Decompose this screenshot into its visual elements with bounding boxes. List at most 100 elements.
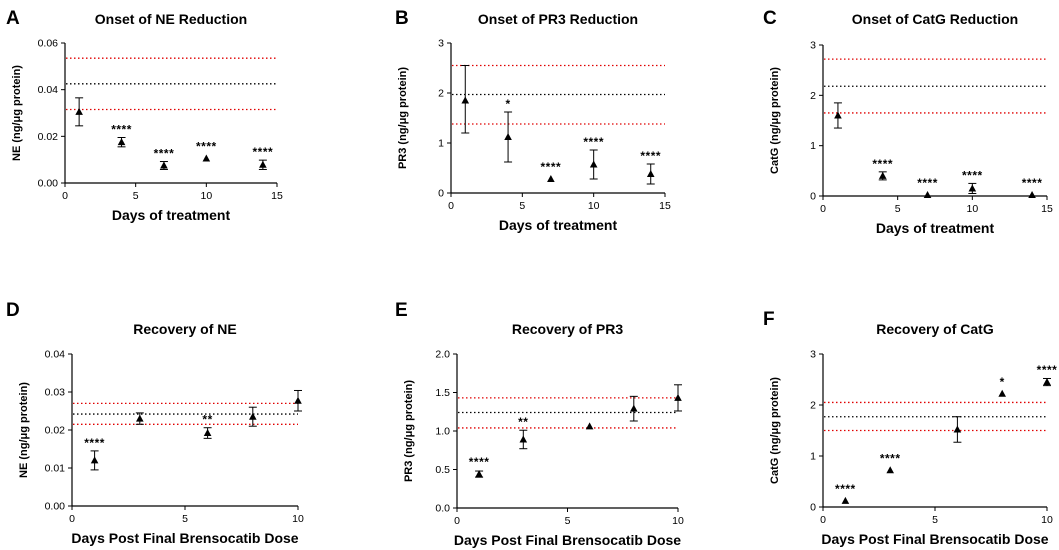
significance-label: **** — [541, 160, 562, 174]
data-point — [953, 425, 962, 433]
data-point — [249, 412, 257, 420]
x-axis-label: Days of treatment — [876, 220, 995, 236]
y-tick-label: 0.0 — [435, 503, 450, 515]
x-tick-label: 0 — [62, 190, 68, 202]
data-point — [259, 160, 267, 168]
data-point — [589, 160, 598, 168]
chart-title: Onset of NE Reduction — [95, 11, 247, 27]
y-tick-label: 0.5 — [435, 464, 450, 476]
x-tick-label: 0 — [820, 514, 826, 526]
y-tick-label: 3 — [438, 38, 444, 50]
significance-label: **** — [469, 455, 490, 469]
x-axis-label: Days of treatment — [499, 217, 618, 233]
y-tick-label: 0.00 — [45, 501, 66, 513]
y-tick-label: 0.02 — [38, 131, 59, 143]
y-tick-label: 1 — [810, 140, 816, 152]
y-tick-label: 0.02 — [45, 425, 66, 437]
panel-E: E Recovery of PR3 0.0 0.5 1.0 1.5 2.0 0 5 10 Days … — [395, 300, 684, 548]
data-point — [475, 470, 483, 478]
y-tick-label: 0 — [438, 188, 444, 200]
panel-label: A — [6, 8, 20, 29]
x-tick-label: 15 — [1041, 203, 1053, 215]
data-point — [203, 429, 212, 437]
y-axis-label: CatG (ng/μg protein) — [769, 67, 781, 174]
x-tick-label: 0 — [448, 200, 454, 212]
x-tick-label: 5 — [519, 200, 525, 212]
x-tick-label: 5 — [133, 190, 139, 202]
x-axis-label: Days of treatment — [112, 207, 231, 223]
y-tick-label: 2 — [438, 88, 444, 100]
x-tick-label: 0 — [69, 513, 75, 525]
significance-label: **** — [1037, 363, 1058, 377]
chart-title: Recovery of NE — [133, 321, 236, 337]
x-tick-label: 0 — [820, 203, 826, 215]
x-tick-label: 10 — [292, 513, 304, 525]
y-tick-label: 0.03 — [45, 387, 66, 399]
y-tick-label: 1.5 — [435, 387, 450, 399]
data-point — [294, 396, 302, 404]
significance-label: * — [1000, 375, 1005, 389]
y-axis-label: NE (ng/μg protein) — [11, 65, 23, 161]
significance-label: ** — [202, 413, 212, 427]
x-tick-label: 10 — [200, 190, 212, 202]
x-tick-label: 10 — [672, 515, 684, 527]
data-point — [841, 496, 850, 504]
data-point — [117, 138, 126, 146]
panel-F: F Recovery of CatG 0 1 2 3 0 5 10 Days Post Final… — [763, 309, 1057, 547]
significance-label: **** — [962, 168, 983, 182]
significance-label: **** — [84, 436, 105, 450]
data-point — [519, 435, 528, 443]
panel-B: B Onset of PR3 Reduction 0 1 2 3 0 5 10 15 Days of… — [395, 8, 671, 233]
x-tick-label: 5 — [565, 515, 571, 527]
panel-label: C — [763, 8, 777, 29]
x-tick-label: 0 — [454, 515, 460, 527]
x-tick-label: 10 — [966, 203, 978, 215]
y-tick-label: 0.04 — [45, 349, 66, 361]
panel-label: E — [395, 300, 408, 321]
x-axis-label: Days Post Final Brensocatib Dose — [71, 530, 298, 546]
y-axis-label: PR3 (ng/μg protein) — [403, 380, 415, 482]
significance-label: **** — [196, 140, 217, 154]
data-point — [547, 175, 555, 182]
significance-label: **** — [872, 157, 893, 171]
significance-label: **** — [583, 135, 604, 149]
chart-title: Onset of CatG Reduction — [852, 11, 1018, 27]
y-tick-label: 2 — [810, 400, 816, 412]
x-tick-label: 5 — [895, 203, 901, 215]
y-tick-label: 0.00 — [38, 178, 59, 190]
panel-label: B — [395, 8, 409, 29]
y-axis-label: PR3 (ng/μg protein) — [397, 67, 409, 169]
x-tick-label: 10 — [1041, 514, 1053, 526]
data-point — [585, 422, 594, 430]
panel-C: C Onset of CatG Reduction 0 1 2 3 0 5 10 15 Days o… — [763, 8, 1053, 236]
data-point — [674, 393, 682, 401]
significance-label: **** — [111, 123, 132, 137]
y-tick-label: 1 — [810, 451, 816, 463]
y-axis-label: CatG (ng/μg protein) — [769, 377, 781, 484]
y-tick-label: 2.0 — [435, 349, 450, 361]
data-point — [886, 466, 894, 474]
significance-label: **** — [835, 482, 856, 496]
significance-label: **** — [917, 176, 938, 190]
data-point — [202, 154, 211, 162]
chart-title: Onset of PR3 Reduction — [478, 11, 638, 27]
data-point — [90, 456, 99, 464]
y-tick-label: 2 — [810, 90, 816, 102]
data-point — [998, 389, 1006, 397]
data-point — [461, 96, 470, 104]
significance-label: **** — [253, 145, 274, 159]
significance-label: ** — [518, 415, 528, 429]
significance-label: * — [505, 97, 510, 111]
y-tick-label: 0.04 — [38, 84, 59, 96]
data-point — [834, 111, 842, 119]
data-point — [1043, 378, 1051, 386]
panel-label: F — [763, 309, 775, 330]
x-tick-label: 10 — [588, 200, 600, 212]
significance-label: **** — [640, 149, 661, 163]
data-point — [504, 133, 512, 140]
y-tick-label: 0.06 — [38, 38, 59, 50]
y-tick-label: 0 — [810, 502, 816, 514]
chart-title: Recovery of PR3 — [512, 321, 623, 337]
data-point — [630, 404, 638, 412]
